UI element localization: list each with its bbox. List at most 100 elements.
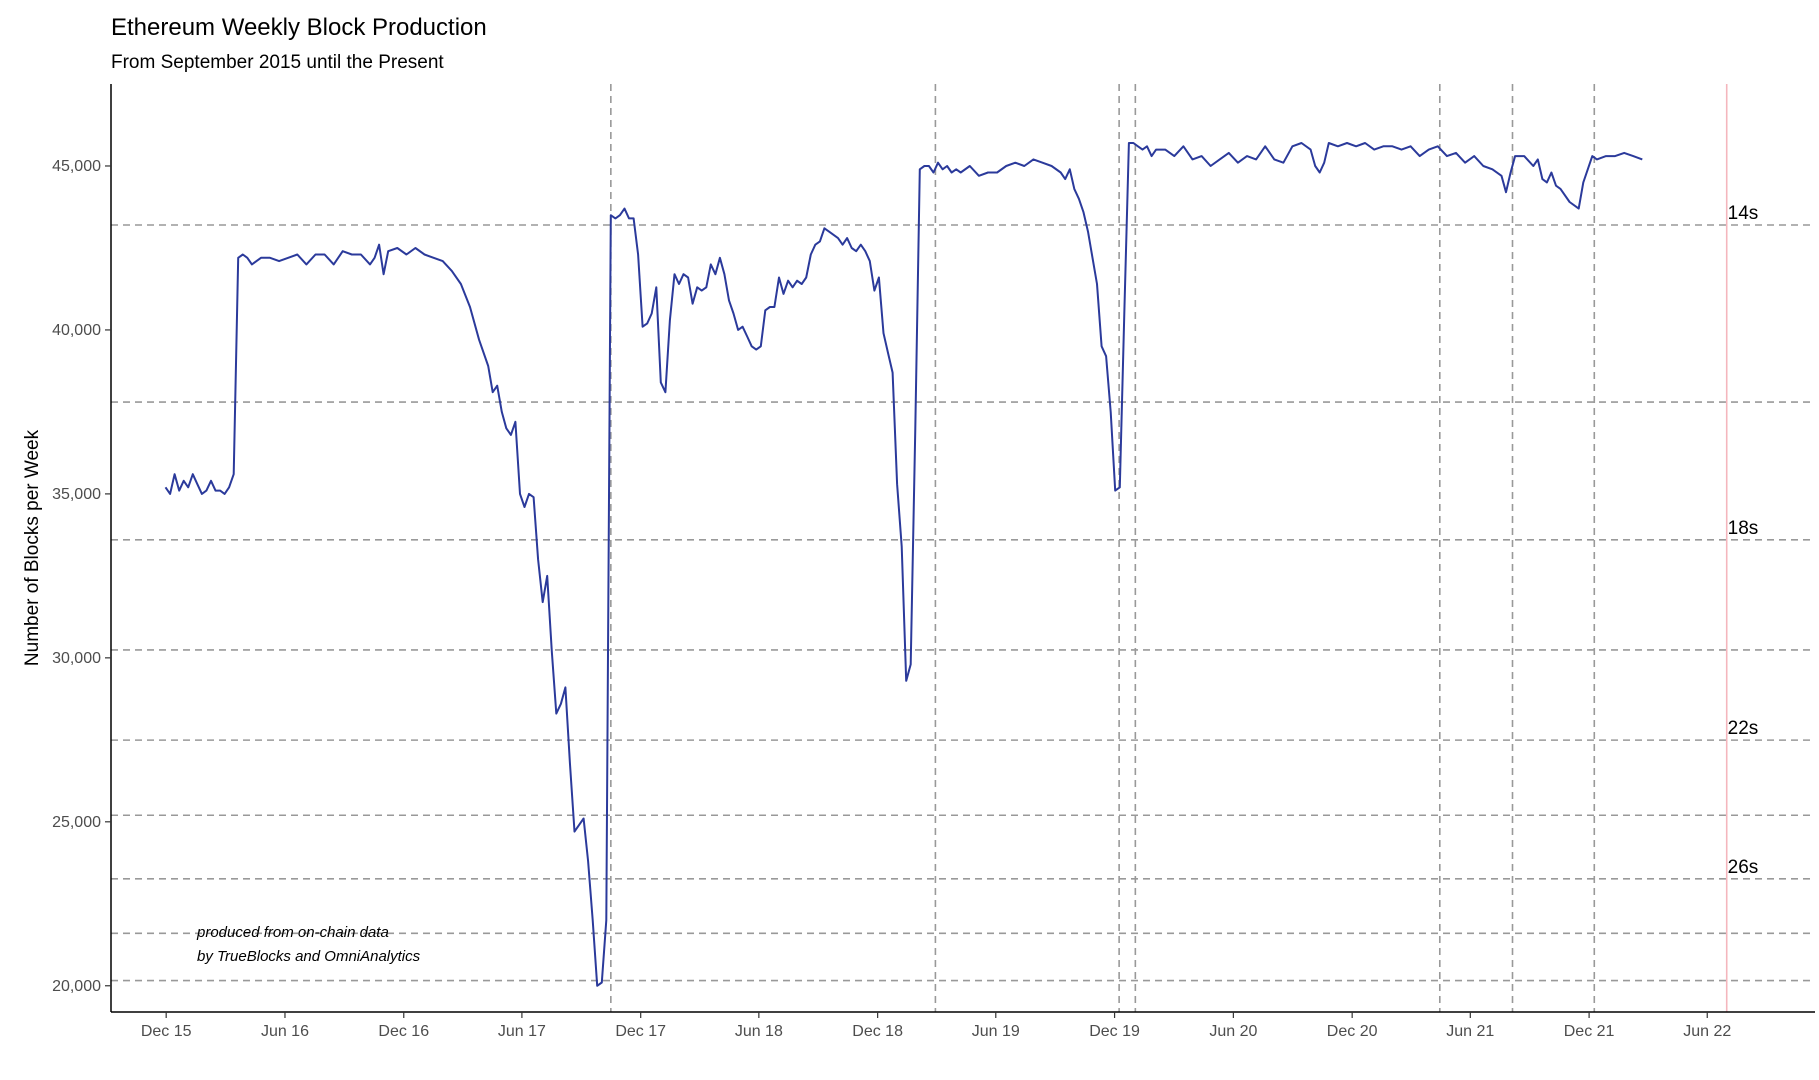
- data-point: [733, 313, 735, 315]
- data-point: [205, 490, 207, 492]
- data-point: [1314, 165, 1316, 167]
- x-tick-label: Jun 19: [972, 1023, 1020, 1040]
- data-point: [1073, 188, 1075, 190]
- data-point: [183, 480, 185, 482]
- data-point: [810, 254, 812, 256]
- data-point: [278, 260, 280, 262]
- data-point: [1373, 149, 1375, 151]
- data-point: [1464, 162, 1466, 164]
- data-point: [378, 244, 380, 246]
- data-point: [269, 257, 271, 259]
- data-point: [910, 663, 912, 665]
- data-point: [1069, 168, 1071, 170]
- series-line: [164, 142, 1643, 987]
- data-point: [601, 982, 603, 984]
- data-point: [451, 270, 453, 272]
- data-point: [905, 680, 907, 682]
- data-point: [610, 214, 612, 216]
- y-tick-label: 40,000: [52, 322, 101, 339]
- data-point: [683, 273, 685, 275]
- annotation-line-1: produced from on-chain data: [196, 924, 389, 941]
- data-point: [551, 650, 553, 652]
- data-point: [478, 339, 480, 341]
- data-point: [1282, 162, 1284, 164]
- data-point: [1273, 158, 1275, 160]
- data-point: [537, 559, 539, 561]
- data-point: [1555, 185, 1557, 187]
- data-point: [937, 162, 939, 164]
- data-point: [942, 168, 944, 170]
- data-point: [760, 345, 762, 347]
- data-point: [1532, 165, 1534, 167]
- y-tick-label: 30,000: [52, 650, 101, 667]
- x-tick-label: Dec 18: [852, 1023, 903, 1040]
- data-point: [1201, 155, 1203, 157]
- data-point: [814, 244, 816, 246]
- data-point: [642, 326, 644, 328]
- data-point: [605, 919, 607, 921]
- data-point: [628, 217, 630, 219]
- data-point: [883, 332, 885, 334]
- data-point: [778, 277, 780, 279]
- data-point: [1060, 172, 1062, 174]
- data-point: [692, 303, 694, 305]
- data-point: [305, 263, 307, 265]
- data-point: [946, 165, 948, 167]
- data-point: [1410, 145, 1412, 147]
- data-point: [955, 168, 957, 170]
- data-point: [1005, 165, 1007, 167]
- data-point: [1473, 155, 1475, 157]
- data-point: [714, 273, 716, 275]
- data-point: [351, 254, 353, 256]
- data-point: [496, 385, 498, 387]
- block-time-label: 18s: [1728, 518, 1759, 539]
- data-point: [1537, 158, 1539, 160]
- data-point: [828, 231, 830, 233]
- series-layer: [164, 142, 1643, 987]
- y-tick-label: 45,000: [52, 158, 101, 175]
- data-point: [1310, 149, 1312, 151]
- data-point: [678, 283, 680, 285]
- data-point: [637, 254, 639, 256]
- data-point: [1591, 155, 1593, 157]
- data-point: [1264, 145, 1266, 147]
- data-point: [178, 490, 180, 492]
- data-point: [542, 601, 544, 603]
- data-point: [333, 263, 335, 265]
- data-point: [1164, 149, 1166, 151]
- data-point: [837, 237, 839, 239]
- data-point: [228, 486, 230, 488]
- data-point: [687, 277, 689, 279]
- data-point: [969, 165, 971, 167]
- data-point: [751, 345, 753, 347]
- data-point: [1614, 155, 1616, 157]
- data-point: [851, 247, 853, 249]
- data-point: [960, 172, 962, 174]
- data-point: [1523, 155, 1525, 157]
- data-point: [805, 277, 807, 279]
- x-tick-label: Dec 20: [1327, 1023, 1378, 1040]
- annotation-line-2: by TrueBlocks and OmniAnalytics: [197, 948, 421, 965]
- y-axis-title: Number of Blocks per Week: [22, 429, 43, 666]
- data-point: [1092, 257, 1094, 259]
- data-point: [846, 237, 848, 239]
- x-tick-label: Dec 21: [1564, 1023, 1615, 1040]
- data-point: [860, 244, 862, 246]
- data-point: [287, 257, 289, 259]
- data-point: [369, 263, 371, 265]
- data-point: [1192, 158, 1194, 160]
- x-tick-label: Jun 22: [1683, 1023, 1731, 1040]
- data-point: [1382, 145, 1384, 147]
- data-point: [501, 411, 503, 413]
- data-point: [215, 490, 217, 492]
- data-point: [1578, 208, 1580, 210]
- x-tick-label: Dec 15: [141, 1023, 192, 1040]
- chart-title: Ethereum Weekly Block Production: [111, 14, 487, 41]
- data-point: [996, 172, 998, 174]
- data-point: [801, 283, 803, 285]
- data-point: [1051, 165, 1053, 167]
- data-point: [1641, 158, 1643, 160]
- data-point: [1042, 162, 1044, 164]
- data-point: [646, 322, 648, 324]
- data-point: [1255, 158, 1257, 160]
